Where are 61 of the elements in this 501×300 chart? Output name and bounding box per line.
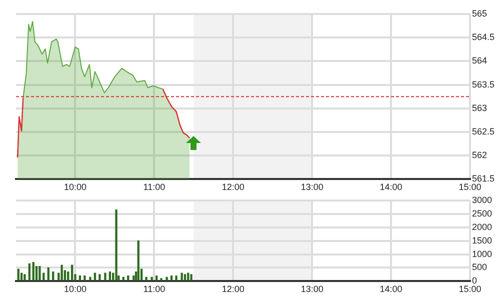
bar	[175, 275, 178, 281]
bar	[35, 266, 38, 281]
bar	[187, 272, 190, 281]
bar	[28, 263, 31, 281]
x-tick-label: 14:00	[380, 284, 402, 294]
x-tick-label: 15:00	[458, 182, 482, 192]
bar	[84, 275, 86, 281]
x-tick-label: 14:00	[380, 182, 402, 192]
bar	[89, 276, 92, 281]
bar	[155, 275, 158, 281]
y-tick-label: 564.5	[472, 32, 495, 42]
y-tick-label: 1000	[472, 248, 492, 259]
bar	[145, 276, 148, 281]
bar	[17, 268, 20, 281]
bar	[20, 272, 23, 281]
y-tick-label: 2000	[472, 222, 492, 232]
bar	[78, 275, 82, 281]
x-tick-label: 15:00	[458, 284, 482, 294]
x-tick-label: 11:00	[143, 182, 166, 192]
bar	[98, 274, 101, 281]
y-tick-label: 562.5	[472, 126, 495, 136]
y-tick-label: 564	[472, 56, 488, 66]
y-tick-label: 2500	[472, 208, 492, 218]
x-tick-label: 13:00	[300, 182, 324, 192]
bar	[24, 274, 26, 281]
x-tick-label: 10:00	[64, 284, 86, 294]
bar	[150, 276, 153, 281]
bar	[137, 240, 140, 281]
bar	[60, 264, 63, 281]
x-tick-label: 12:00	[222, 284, 244, 294]
y-tick-label: 561.5	[472, 174, 495, 184]
bar	[67, 271, 70, 281]
y-tick-label: 565	[472, 8, 488, 18]
bar	[108, 271, 112, 281]
bar	[47, 267, 50, 281]
bar	[132, 275, 135, 281]
y-tick-label: 3000	[472, 194, 492, 205]
bar	[94, 272, 96, 281]
x-tick-label: 10:00	[64, 182, 86, 192]
bar	[160, 278, 162, 281]
bar	[170, 275, 173, 281]
bar	[104, 272, 106, 281]
bar	[52, 271, 54, 281]
y-tick-label: 500	[472, 262, 488, 272]
x-tick-label: 13:00	[300, 284, 324, 294]
x-tick-label: 12:00	[222, 182, 244, 192]
bar	[115, 209, 118, 281]
bar	[190, 274, 192, 281]
y-tick-label: 563	[472, 102, 488, 113]
y-tick-label: 562	[472, 150, 488, 160]
bar	[180, 272, 183, 281]
bar	[38, 266, 41, 281]
bar	[70, 264, 74, 281]
y-tick-label: 563.5	[472, 79, 495, 90]
bar	[166, 276, 168, 281]
y-tick-label: 1500	[472, 235, 492, 246]
bar	[127, 275, 130, 281]
y-tick-label: 0	[472, 276, 478, 286]
bar	[32, 262, 34, 281]
bar	[184, 274, 186, 281]
x-tick-label: 11:00	[143, 284, 166, 294]
